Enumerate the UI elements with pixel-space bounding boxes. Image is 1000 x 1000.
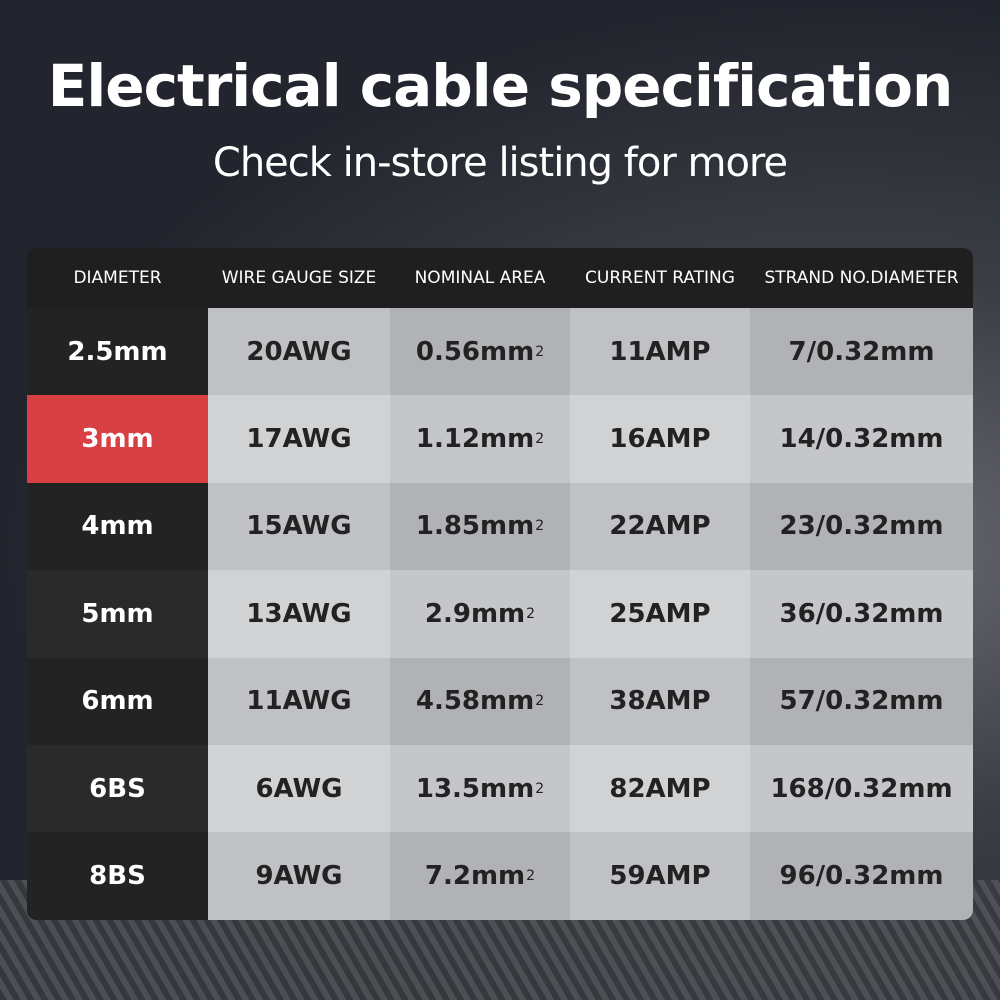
cell-strand: 57/0.32mm: [750, 657, 973, 745]
cell-gauge-text: 17AWG: [246, 424, 352, 455]
cell-area: 1.12mm 2: [390, 395, 570, 483]
cell-gauge-text: 13AWG: [246, 598, 352, 629]
cell-diameter-text: 6BS: [89, 773, 146, 804]
cell-gauge: 20AWG: [208, 308, 390, 396]
cell-gauge: 11AWG: [208, 657, 390, 745]
cell-gauge-text: 11AWG: [246, 686, 352, 717]
table-row: 6mm 11AWG 4.58mm 2 38AMP 57/0.32mm: [27, 657, 973, 745]
header-diameter: DIAMETER: [73, 268, 162, 288]
cell-current-text: 16AMP: [609, 424, 711, 455]
cell-area-text: 2.9mm: [424, 598, 526, 629]
header-gauge: WIRE GAUGE SIZE: [221, 268, 377, 288]
cell-strand-text: 14/0.32mm: [779, 424, 944, 455]
cell-diameter: 8BS: [27, 832, 208, 920]
superscript: 2: [535, 431, 545, 448]
cell-gauge: 9AWG: [208, 832, 390, 920]
cell-current: 38AMP: [570, 657, 750, 745]
spec-table: DIAMETER WIRE GAUGE SIZE NOMINAL AREA CU…: [27, 248, 973, 920]
cell-current: 82AMP: [570, 744, 750, 833]
table-row: 5mm 13AWG 2.9mm 2 25AMP 36/0.32mm: [27, 570, 973, 658]
cell-strand: 7/0.32mm: [750, 308, 973, 396]
cell-strand-text: 57/0.32mm: [779, 686, 944, 717]
cell-area: 13.5mm 2: [390, 744, 570, 833]
cell-gauge-text: 20AWG: [246, 336, 352, 367]
cell-area: 4.58mm 2: [390, 657, 570, 745]
cell-gauge-text: 9AWG: [255, 861, 343, 892]
cell-diameter-text: 6mm: [81, 686, 154, 717]
cell-diameter-text: 4mm: [81, 511, 154, 542]
table-row: 8BS 9AWG 7.2mm 2 59AMP 96/0.32mm: [27, 832, 973, 920]
cell-current: 59AMP: [570, 832, 750, 920]
cell-diameter: 3mm: [27, 395, 208, 483]
table-row: 2.5mm 20AWG 0.56mm 2 11AMP 7/0.32mm: [27, 308, 973, 396]
cell-strand: 36/0.32mm: [750, 570, 973, 658]
superscript: 2: [526, 868, 536, 885]
page-title: Electrical cable specification: [47, 52, 954, 120]
cell-diameter-text: 5mm: [81, 598, 154, 629]
cell-current-text: 38AMP: [609, 686, 711, 717]
superscript: 2: [535, 780, 545, 797]
cell-strand-text: 168/0.32mm: [770, 773, 953, 804]
cell-gauge-text: 6AWG: [255, 773, 343, 804]
table-row: 3mm 17AWG 1.12mm 2 16AMP 14/0.32mm: [27, 395, 973, 483]
cell-strand-text: 36/0.32mm: [779, 598, 944, 629]
cell-area: 1.85mm 2: [390, 482, 570, 571]
cell-gauge: 15AWG: [208, 482, 390, 571]
header-strand: STRAND NO.DIAMETER: [764, 268, 959, 288]
cell-area: 0.56mm 2: [390, 308, 570, 396]
cell-strand-text: 23/0.32mm: [779, 511, 944, 542]
cell-diameter: 5mm: [27, 570, 208, 658]
cell-diameter: 4mm: [27, 482, 208, 571]
cell-area-text: 0.56mm: [415, 336, 535, 367]
cell-current: 25AMP: [570, 570, 750, 658]
cell-area-text: 13.5mm: [415, 773, 535, 804]
cell-diameter-text: 2.5mm: [67, 336, 168, 367]
superscript: 2: [535, 343, 545, 360]
cell-current: 16AMP: [570, 395, 750, 483]
superscript: 2: [535, 518, 545, 535]
cell-strand: 23/0.32mm: [750, 482, 973, 571]
header-current: CURRENT RATING: [585, 268, 735, 288]
cell-diameter-text: 3mm: [81, 424, 154, 455]
cell-diameter-text: 8BS: [89, 861, 146, 892]
cell-diameter: 2.5mm: [27, 308, 208, 396]
cell-current-text: 82AMP: [609, 773, 711, 804]
cell-area-text: 7.2mm: [424, 861, 526, 892]
page-subtitle: Check in-store listing for more: [212, 140, 788, 186]
cell-current-text: 11AMP: [609, 336, 711, 367]
cell-current: 11AMP: [570, 308, 750, 396]
cell-gauge: 17AWG: [208, 395, 390, 483]
cell-area-text: 1.12mm: [415, 424, 535, 455]
table-row: 6BS 6AWG 13.5mm 2 82AMP 168/0.32mm: [27, 744, 973, 833]
cell-current-text: 25AMP: [609, 598, 711, 629]
header-area: NOMINAL AREA: [414, 268, 546, 288]
cell-strand: 96/0.32mm: [750, 832, 973, 920]
cell-strand-text: 7/0.32mm: [788, 336, 935, 367]
cell-strand: 14/0.32mm: [750, 395, 973, 483]
cell-gauge: 13AWG: [208, 570, 390, 658]
cell-strand: 168/0.32mm: [750, 744, 973, 833]
cell-area: 7.2mm 2: [390, 832, 570, 920]
cell-diameter: 6mm: [27, 657, 208, 745]
table-header: DIAMETER WIRE GAUGE SIZE NOMINAL AREA CU…: [27, 248, 973, 308]
cell-area: 2.9mm 2: [390, 570, 570, 658]
superscript: 2: [526, 605, 536, 622]
superscript: 2: [535, 693, 545, 710]
cell-diameter: 6BS: [27, 744, 208, 833]
cell-current-text: 59AMP: [609, 861, 711, 892]
cell-current: 22AMP: [570, 482, 750, 571]
table-row: 4mm 15AWG 1.85mm 2 22AMP 23/0.32mm: [27, 482, 973, 571]
cell-area-text: 4.58mm: [415, 686, 535, 717]
cell-strand-text: 96/0.32mm: [779, 861, 944, 892]
cell-gauge: 6AWG: [208, 744, 390, 833]
cell-gauge-text: 15AWG: [246, 511, 352, 542]
cell-area-text: 1.85mm: [415, 511, 535, 542]
cell-current-text: 22AMP: [609, 511, 711, 542]
